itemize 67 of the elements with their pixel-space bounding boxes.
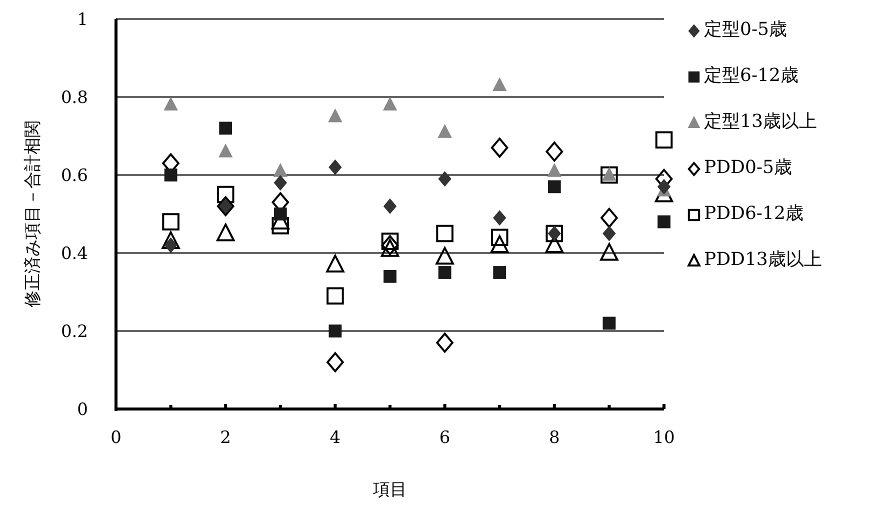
point bbox=[383, 97, 397, 111]
legend-label: PDD0-5歳 bbox=[704, 156, 792, 180]
point bbox=[218, 144, 232, 158]
point bbox=[658, 179, 670, 194]
x-tick-label: 10 bbox=[653, 428, 675, 448]
point bbox=[164, 97, 178, 111]
point bbox=[380, 239, 400, 257]
point bbox=[602, 226, 616, 241]
point bbox=[438, 266, 452, 279]
point bbox=[328, 324, 342, 338]
y-tick-label: 0.2 bbox=[60, 322, 88, 342]
point bbox=[164, 168, 178, 182]
point bbox=[655, 131, 673, 149]
y-axis-title: 修正済み項目－合計相関 bbox=[23, 120, 43, 308]
point bbox=[438, 124, 452, 138]
point bbox=[274, 175, 287, 190]
point bbox=[384, 270, 396, 283]
x-tick-label: 0 bbox=[110, 428, 122, 448]
x-tick-label: 4 bbox=[330, 428, 341, 448]
x-tick-label: 6 bbox=[439, 428, 450, 448]
point bbox=[219, 122, 232, 135]
point bbox=[600, 208, 618, 228]
point bbox=[436, 332, 454, 353]
y-tick-label: 0 bbox=[77, 400, 88, 420]
legend-label: 定型6-12歳 bbox=[704, 64, 798, 88]
point bbox=[328, 109, 342, 122]
x-tick-label: 8 bbox=[548, 428, 560, 448]
point bbox=[492, 78, 506, 92]
point bbox=[602, 316, 616, 330]
x-axis-title: 項目 bbox=[372, 480, 407, 500]
y-tick-label: 0.8 bbox=[60, 88, 88, 108]
point bbox=[381, 235, 399, 256]
y-tick-label: 0.4 bbox=[60, 244, 88, 264]
point bbox=[162, 213, 180, 230]
point bbox=[490, 228, 508, 246]
point bbox=[548, 164, 562, 177]
point bbox=[546, 142, 564, 162]
point bbox=[436, 224, 454, 242]
point bbox=[384, 198, 396, 214]
point bbox=[436, 246, 454, 265]
legend-label: 定型13歳以上 bbox=[704, 110, 817, 134]
x-tick-label: 2 bbox=[220, 428, 232, 448]
y-tick-label: 1 bbox=[77, 10, 88, 30]
legend-label: 定型0-5歳 bbox=[704, 18, 787, 42]
point bbox=[493, 210, 506, 226]
point bbox=[490, 138, 508, 158]
point bbox=[493, 266, 506, 279]
y-tick-label: 0.6 bbox=[60, 166, 88, 186]
legend-label: PDD13歳以上 bbox=[704, 248, 822, 272]
legend-label: PDD6-12歳 bbox=[704, 202, 804, 226]
point bbox=[600, 243, 618, 261]
point bbox=[490, 235, 509, 253]
point bbox=[658, 215, 670, 228]
point bbox=[328, 160, 342, 175]
point bbox=[162, 231, 180, 250]
point bbox=[326, 352, 344, 372]
point bbox=[548, 180, 561, 194]
point bbox=[216, 186, 234, 204]
point bbox=[274, 208, 287, 220]
point bbox=[438, 171, 452, 186]
point bbox=[600, 166, 618, 184]
point bbox=[326, 254, 344, 272]
point bbox=[216, 224, 235, 242]
point bbox=[326, 287, 344, 305]
point bbox=[274, 164, 288, 177]
point bbox=[381, 232, 399, 250]
point bbox=[272, 217, 290, 234]
